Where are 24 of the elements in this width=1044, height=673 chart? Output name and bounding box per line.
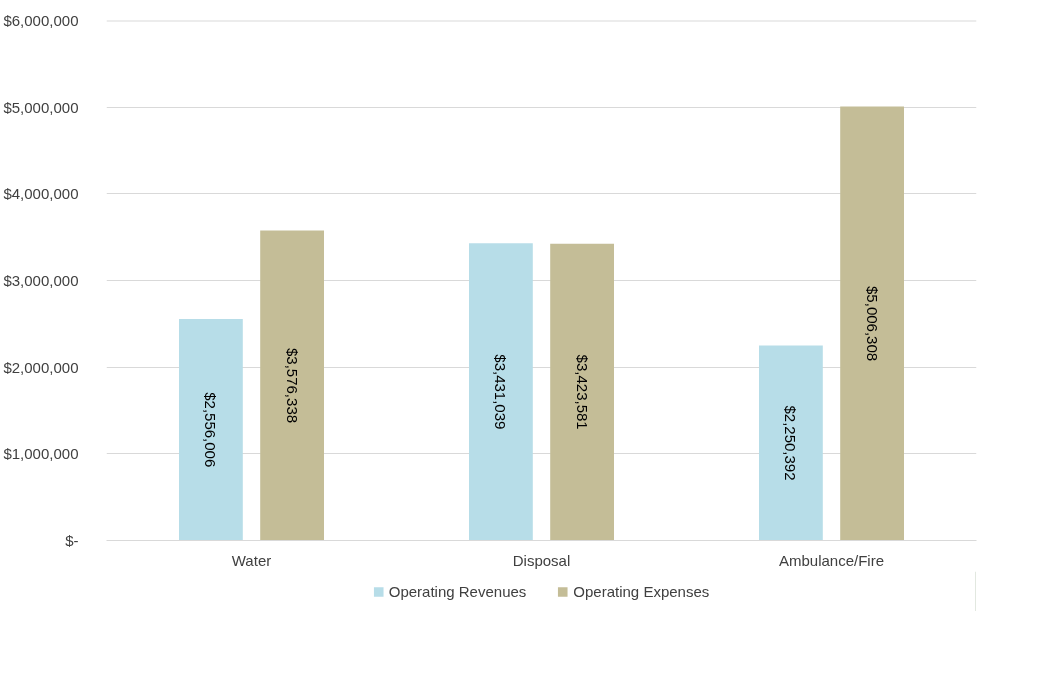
bar <box>550 243 614 541</box>
x-tick-label: Ambulance/Fire <box>778 551 885 569</box>
x-tick-label: Disposal <box>512 551 571 569</box>
bar <box>469 243 533 541</box>
y-tick-label: $2,000,000 <box>3 358 79 376</box>
data-label: $5,006,308 <box>863 286 881 362</box>
legend-label: Operating Expenses <box>573 582 710 600</box>
data-label: $3,431,039 <box>492 354 510 430</box>
data-label: $3,576,338 <box>283 347 301 424</box>
y-tick-label: $3,000,000 <box>3 272 79 289</box>
data-label: $2,556,006 <box>202 392 220 468</box>
y-tick-label: $4,000,000 <box>3 185 79 203</box>
data-label: $3,423,581 <box>573 354 591 430</box>
legend-label: Operating Revenues <box>388 582 527 600</box>
y-tick-label: $5,000,000 <box>3 98 79 116</box>
bar <box>179 318 243 541</box>
y-tick-label: $6,000,000 <box>3 12 79 29</box>
bar <box>840 106 904 541</box>
y-tick-label: $- <box>65 532 79 549</box>
bar <box>260 230 324 541</box>
x-tick-label: Water <box>231 551 272 569</box>
bar <box>759 345 823 541</box>
y-tick-label: $1,000,000 <box>3 445 79 463</box>
data-label: $2,250,392 <box>782 405 800 481</box>
